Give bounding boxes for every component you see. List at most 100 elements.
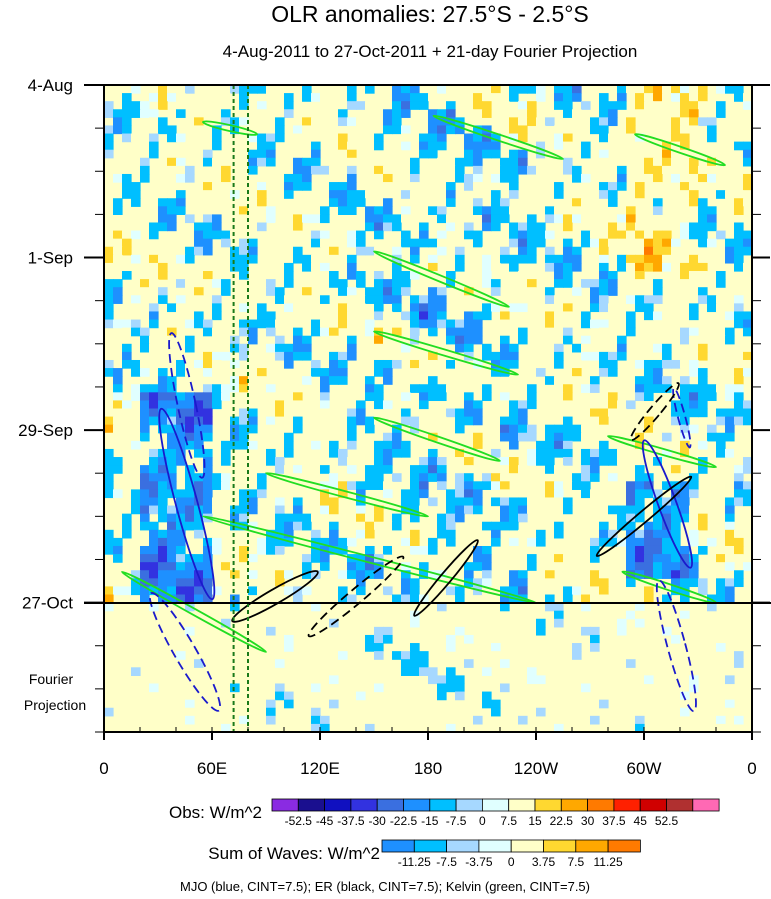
- field-cell: [419, 93, 429, 102]
- field-cell: [644, 335, 654, 345]
- field-cell: [140, 400, 150, 410]
- field-cell: [689, 117, 699, 127]
- field-cell: [437, 287, 447, 296]
- field-cell: [383, 432, 393, 442]
- field-cell: [635, 198, 645, 207]
- field-cell: [590, 319, 600, 329]
- field-cell: [689, 109, 699, 118]
- field-cell: [230, 117, 240, 127]
- field-cell: [689, 481, 699, 490]
- field-cell: [203, 368, 213, 377]
- field-cell: [212, 481, 222, 490]
- field-cell: [293, 230, 303, 240]
- field-cell: [329, 327, 339, 337]
- field-cell: [653, 562, 663, 571]
- field-cell: [140, 618, 150, 628]
- field-cell: [500, 311, 510, 321]
- field-cell: [347, 93, 357, 102]
- field-cell: [185, 149, 195, 159]
- field-cell: [392, 238, 402, 248]
- field-cell: [374, 173, 384, 183]
- colorbar-tick-label: -7.5: [446, 814, 467, 828]
- field-cell: [500, 392, 510, 402]
- field-cell: [446, 165, 456, 175]
- field-cell: [671, 262, 681, 272]
- field-cell: [500, 351, 510, 361]
- fourier-label-line2: Projection: [24, 697, 86, 713]
- field-cell: [329, 408, 339, 418]
- field-cell: [725, 141, 735, 151]
- field-cell: [239, 384, 249, 393]
- field-cell: [491, 279, 501, 288]
- field-cell: [104, 602, 114, 612]
- field-cell: [689, 93, 699, 102]
- field-cell: [689, 149, 699, 159]
- field-cell: [140, 481, 150, 490]
- field-cell: [275, 319, 285, 329]
- field-cell: [284, 214, 294, 224]
- field-cell: [491, 149, 501, 159]
- field-cell: [617, 262, 627, 272]
- field-cell: [572, 214, 582, 224]
- field-cell: [176, 368, 186, 377]
- field-cell: [320, 659, 330, 668]
- field-cell: [158, 182, 168, 191]
- field-cell: [437, 602, 447, 612]
- field-cell: [230, 570, 240, 579]
- field-cell: [203, 392, 213, 402]
- field-cell: [410, 529, 420, 539]
- field-cell: [545, 659, 555, 668]
- field-cell: [491, 303, 501, 313]
- field-cell: [662, 505, 672, 515]
- field-cell: [383, 359, 393, 369]
- field-cell: [743, 440, 752, 450]
- field-cell: [257, 279, 267, 288]
- field-cell: [428, 392, 438, 402]
- field-cell: [410, 198, 420, 207]
- field-cell: [653, 165, 663, 175]
- field-cell: [437, 384, 447, 393]
- field-cell: [554, 529, 564, 539]
- field-cell: [275, 222, 285, 232]
- field-cell: [320, 230, 330, 240]
- field-cell: [743, 198, 752, 207]
- field-cell: [473, 400, 483, 410]
- field-cell: [500, 254, 510, 264]
- chart-title: OLR anomalies: 27.5°S - 2.5°S: [271, 1, 589, 27]
- field-cell: [122, 182, 132, 191]
- field-cell: [347, 303, 357, 313]
- field-cell: [671, 125, 681, 135]
- field-cell: [509, 182, 519, 191]
- field-cell: [149, 562, 159, 571]
- field-cell: [212, 214, 222, 224]
- field-cell: [527, 368, 537, 377]
- field-cell: [122, 351, 132, 361]
- field-cell: [149, 545, 159, 555]
- field-cell: [590, 351, 600, 361]
- field-cell: [302, 562, 312, 571]
- field-cell: [698, 206, 708, 215]
- field-cell: [590, 545, 600, 555]
- field-cell: [590, 489, 600, 499]
- field-cell: [392, 214, 402, 224]
- field-cell: [689, 327, 699, 337]
- field-cell: [374, 521, 384, 531]
- field-cell: [689, 400, 699, 410]
- field-cell: [140, 157, 150, 167]
- colorbar-tick-label: 22.5: [550, 814, 574, 828]
- field-cell: [266, 149, 276, 159]
- field-cell: [518, 246, 528, 256]
- field-cell: [284, 513, 294, 523]
- field-cell: [671, 586, 681, 596]
- field-cell: [176, 295, 186, 304]
- field-cell: [194, 287, 204, 296]
- field-cell: [734, 481, 744, 490]
- field-cell: [167, 408, 177, 418]
- field-cell: [167, 198, 177, 207]
- field-cell: [464, 570, 474, 579]
- field-cell: [491, 368, 501, 377]
- x-tick-label: 120W: [514, 759, 558, 778]
- field-cell: [131, 303, 141, 313]
- field-cell: [194, 586, 204, 596]
- field-cell: [626, 594, 636, 604]
